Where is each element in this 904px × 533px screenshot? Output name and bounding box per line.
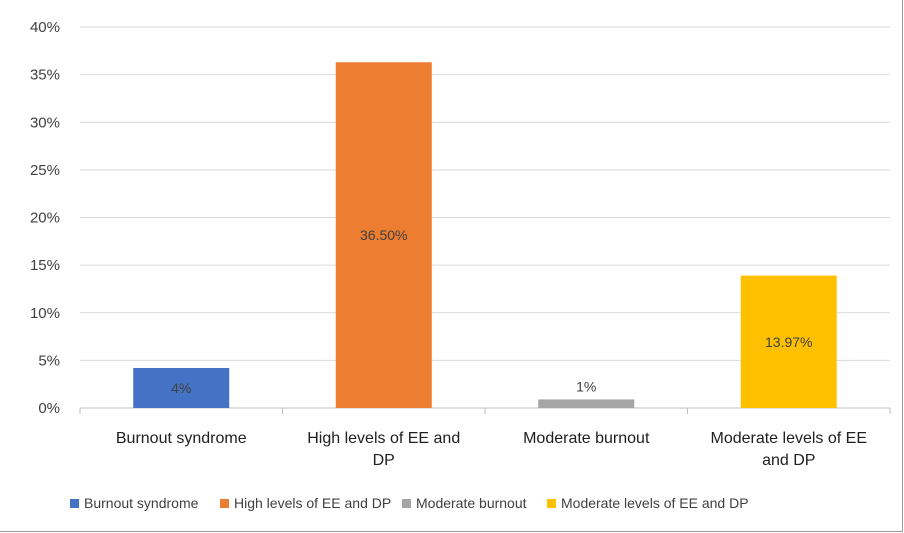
y-tick-label: 20% — [30, 210, 60, 227]
data-label: 4% — [171, 380, 191, 396]
x-tick-label: DP — [373, 452, 395, 469]
data-label: 1% — [576, 378, 596, 394]
x-tick-label: and DP — [762, 452, 815, 469]
bar — [740, 275, 837, 408]
legend-swatch — [220, 499, 229, 508]
legend-swatch — [402, 499, 411, 508]
legend-label: Burnout syndrome — [84, 495, 199, 511]
x-tick-label: High levels of EE and — [307, 430, 460, 447]
y-tick-label: 15% — [30, 257, 60, 274]
y-tick-label: 10% — [30, 305, 60, 322]
data-label: 36.50% — [360, 227, 407, 243]
legend-label: Moderate levels of EE and DP — [561, 495, 749, 511]
legend-label: Moderate burnout — [416, 495, 527, 511]
x-tick-label: Moderate burnout — [523, 430, 650, 447]
bar — [335, 62, 432, 409]
y-tick-label: 30% — [30, 114, 60, 131]
y-tick-label: 35% — [30, 67, 60, 84]
bar — [133, 367, 230, 408]
y-tick-label: 25% — [30, 162, 60, 179]
y-tick-label: 5% — [38, 352, 60, 369]
legend-swatch — [70, 499, 79, 508]
data-label: 13.97% — [765, 334, 812, 350]
y-tick-label: 0% — [38, 400, 60, 417]
x-tick-label: Burnout syndrome — [116, 430, 247, 447]
x-tick-label: Moderate levels of EE — [710, 430, 867, 447]
bar — [538, 399, 635, 408]
y-tick-label: 40% — [30, 19, 60, 36]
legend-label: High levels of EE and DP — [234, 495, 391, 511]
legend-swatch — [547, 499, 556, 508]
